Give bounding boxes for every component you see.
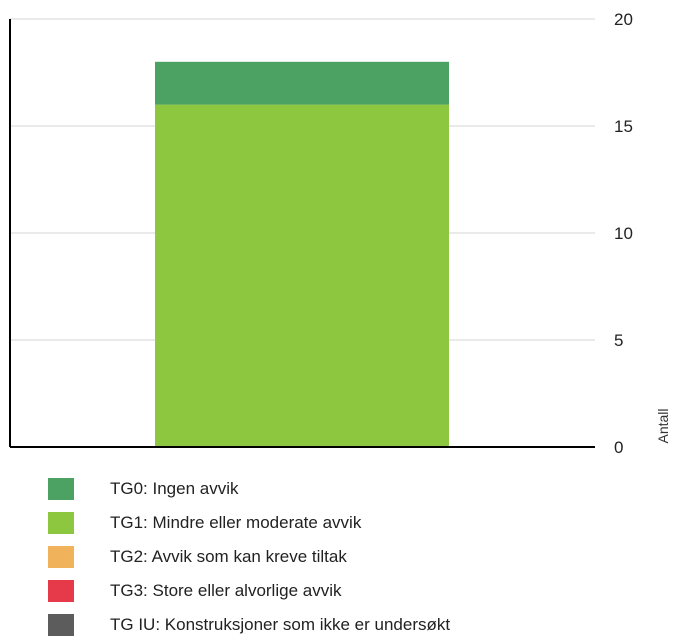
legend-item: TG3: Store eller alvorlige avvik <box>48 574 450 608</box>
legend-item: TG1: Mindre eller moderate avvik <box>48 506 450 540</box>
legend-swatch <box>48 614 74 636</box>
bar-segment-1 <box>155 104 449 447</box>
y-tick-label: 10 <box>614 224 633 243</box>
y-tick-label: 15 <box>614 117 633 136</box>
bar-segment-0 <box>155 61 449 105</box>
legend-label: TG0: Ingen avvik <box>110 479 239 498</box>
legend-swatch <box>48 546 74 568</box>
legend-swatch <box>48 512 74 534</box>
y-tick-label: 20 <box>614 10 633 29</box>
legend-label: TG1: Mindre eller moderate avvik <box>110 513 362 532</box>
legend-label: TG3: Store eller alvorlige avvik <box>110 581 342 600</box>
legend-label: TG2: Avvik som kan kreve tiltak <box>110 547 347 566</box>
legend-item: TG2: Avvik som kan kreve tiltak <box>48 540 450 574</box>
legend-swatch <box>48 478 74 500</box>
legend-item: TG IU: Konstruksjoner som ikke er unders… <box>48 608 450 642</box>
legend-swatch <box>48 580 74 602</box>
legend: TG0: Ingen avvik TG1: Mindre eller modera… <box>48 472 450 642</box>
y-tick-labels: 0 5 10 15 20 <box>614 10 633 457</box>
legend-item: TG0: Ingen avvik <box>48 472 450 506</box>
axes <box>9 19 595 448</box>
y-tick-label: 0 <box>614 438 623 457</box>
legend-label: TG IU: Konstruksjoner som ikke er unders… <box>110 615 451 634</box>
bars <box>155 61 449 447</box>
y-tick-label: 5 <box>614 331 623 350</box>
y-axis-title: Antall <box>655 408 671 443</box>
bar-chart: 0 5 10 15 20 Antall <box>9 10 671 457</box>
